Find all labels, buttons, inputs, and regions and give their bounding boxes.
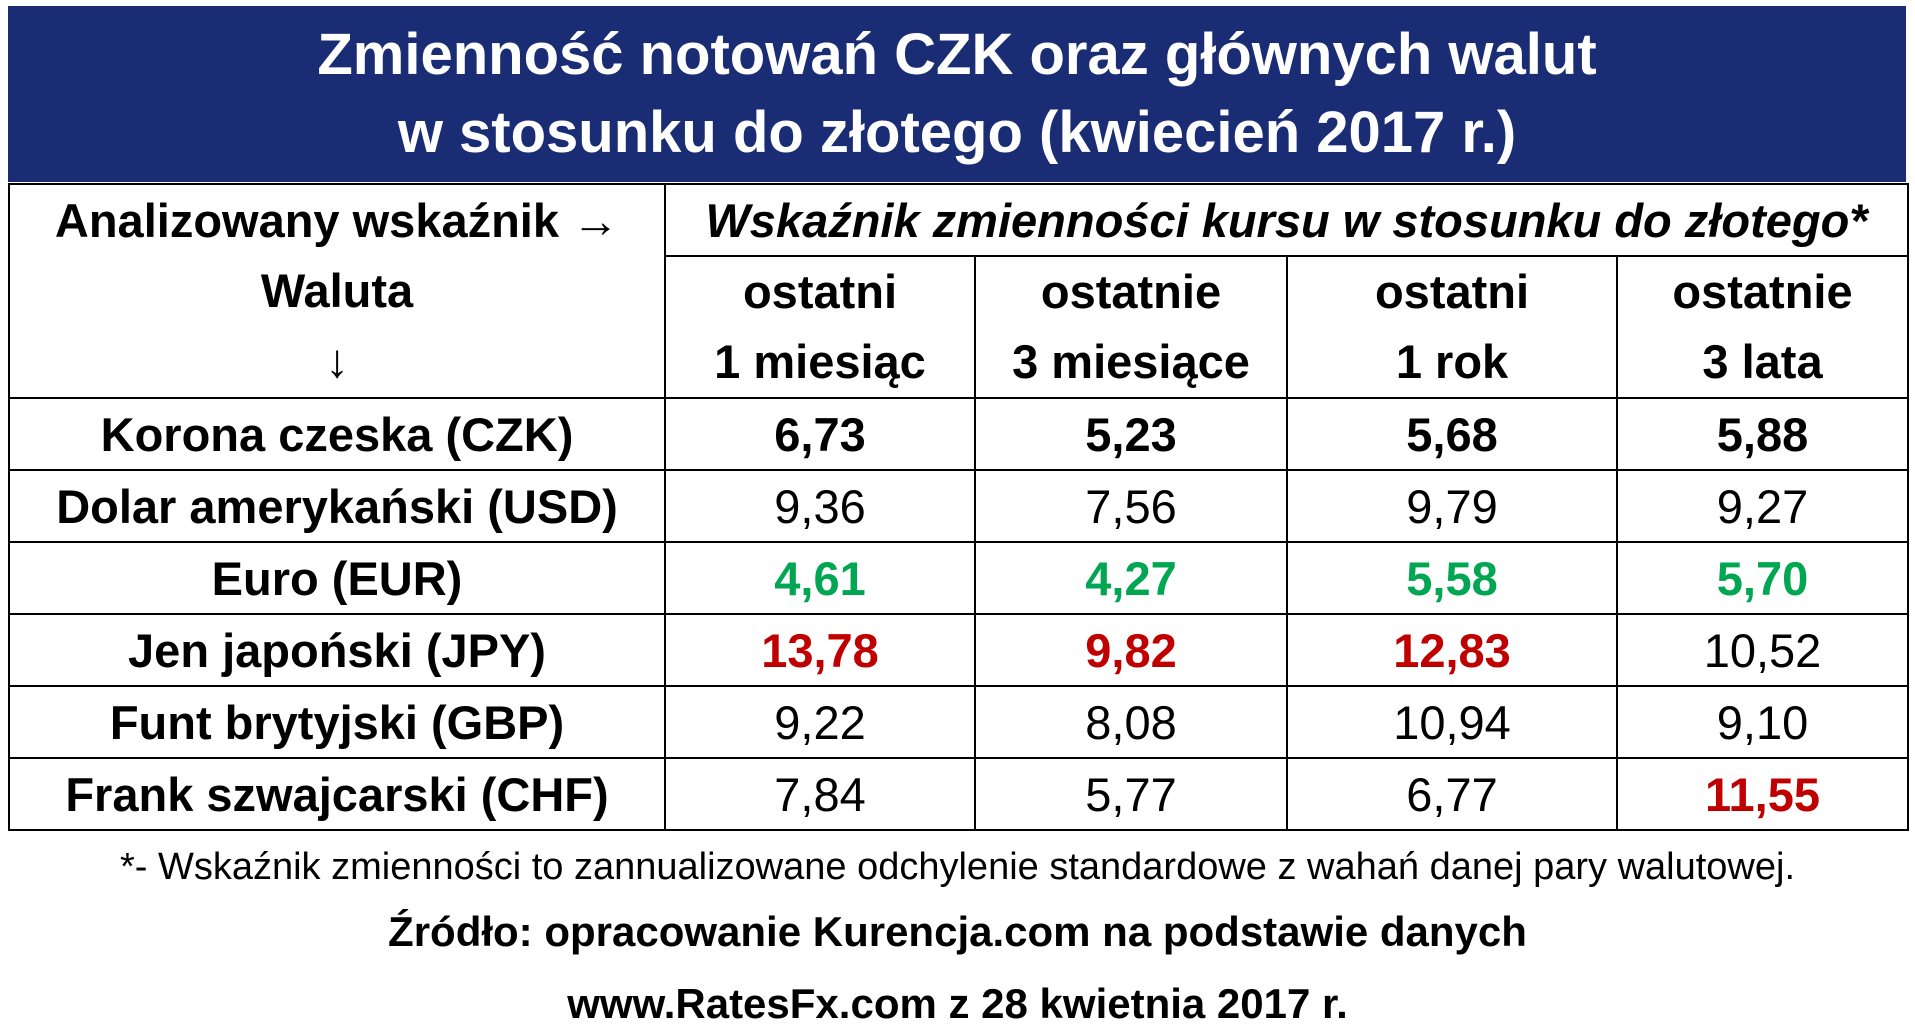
value-cell: 5,68 bbox=[1286, 397, 1618, 471]
value-cell: 5,58 bbox=[1286, 541, 1618, 615]
value-cell: 9,22 bbox=[664, 685, 976, 759]
currency-name-cell: Euro (EUR) bbox=[8, 541, 666, 615]
table-row: Funt brytyjski (GBP) 9,22 8,08 10,94 9,10 bbox=[8, 685, 1910, 759]
value-cell: 6,77 bbox=[1286, 757, 1618, 831]
value-cell: 5,77 bbox=[974, 757, 1288, 831]
value-cell: 5,88 bbox=[1615, 397, 1910, 471]
table-row: Jen japoński (JPY) 13,78 9,82 12,83 10,52 bbox=[8, 613, 1910, 687]
period-header-line-1: ostatni bbox=[742, 265, 898, 318]
table-row: Dolar amerykański (USD) 9,36 7,56 9,79 9,27 bbox=[8, 469, 1910, 543]
period-header-2: ostatnie 3 miesiące bbox=[974, 255, 1288, 399]
down-arrow-icon: ↓ bbox=[325, 334, 349, 387]
period-header-line-2: 3 miesiące bbox=[1012, 335, 1250, 388]
value-cell: 9,82 bbox=[974, 613, 1288, 687]
value-cell: 6,73 bbox=[664, 397, 976, 471]
value-cell: 7,56 bbox=[974, 469, 1288, 543]
title-banner: Zmienność notowań CZK oraz głównych walu… bbox=[8, 6, 1906, 182]
currency-name-cell: Korona czeska (CZK) bbox=[8, 397, 666, 471]
period-header-line-1: ostatnie bbox=[1672, 265, 1853, 318]
value-cell: 5,23 bbox=[974, 397, 1288, 471]
title-line-2: w stosunku do złotego (kwiecień 2017 r.) bbox=[397, 100, 1517, 165]
period-header-line-2: 1 miesiąc bbox=[714, 335, 926, 388]
period-header-line-1: ostatni bbox=[1374, 265, 1530, 318]
currency-name-cell: Dolar amerykański (USD) bbox=[8, 469, 666, 543]
value-cell: 10,52 bbox=[1615, 613, 1910, 687]
title-line-1: Zmienność notowań CZK oraz głównych walu… bbox=[317, 22, 1597, 87]
period-header-line-2: 3 lata bbox=[1702, 335, 1823, 388]
corner-currency-label: Waluta bbox=[260, 264, 414, 317]
period-header-line-2: 1 rok bbox=[1395, 335, 1509, 388]
value-cell: 9,10 bbox=[1615, 685, 1910, 759]
value-cell: 10,94 bbox=[1286, 685, 1618, 759]
period-header-4: ostatnie 3 lata bbox=[1615, 255, 1910, 399]
value-cell: 9,27 bbox=[1615, 469, 1910, 543]
value-cell: 12,83 bbox=[1286, 613, 1618, 687]
value-cell: 4,61 bbox=[664, 541, 976, 615]
value-cell: 11,55 bbox=[1615, 757, 1910, 831]
group-header: Wskaźnik zmienności kursu w stosunku do … bbox=[663, 183, 1910, 257]
value-cell: 9,79 bbox=[1286, 469, 1618, 543]
volatility-table: Analizowany wskaźnik → Waluta ↓ Wskaźnik… bbox=[8, 183, 1910, 831]
value-cell: 13,78 bbox=[664, 613, 976, 687]
footnote: *- Wskaźnik zmienności to zannualizowane… bbox=[119, 846, 1796, 888]
table-row: Euro (EUR) 4,61 4,27 5,58 5,70 bbox=[8, 541, 1910, 615]
table-row: Frank szwajcarski (CHF) 7,84 5,77 6,77 11,55 bbox=[8, 757, 1910, 831]
currency-name-cell: Frank szwajcarski (CHF) bbox=[8, 757, 666, 831]
corner-header-cell: Analizowany wskaźnik → Waluta ↓ bbox=[8, 183, 666, 399]
value-cell: 8,08 bbox=[974, 685, 1288, 759]
value-cell: 9,36 bbox=[664, 469, 976, 543]
currency-name-cell: Jen japoński (JPY) bbox=[8, 613, 666, 687]
value-cell: 7,84 bbox=[664, 757, 976, 831]
table-row: Korona czeska (CZK) 6,73 5,23 5,68 5,88 bbox=[8, 397, 1910, 471]
value-cell: 5,70 bbox=[1615, 541, 1910, 615]
source-line-2: www.RatesFx.com z 28 kwietnia 2017 r. bbox=[567, 980, 1348, 1027]
value-cell: 4,27 bbox=[974, 541, 1288, 615]
currency-name-cell: Funt brytyjski (GBP) bbox=[8, 685, 666, 759]
period-header-3: ostatni 1 rok bbox=[1286, 255, 1618, 399]
period-header-1: ostatni 1 miesiąc bbox=[664, 255, 976, 399]
corner-indicator-label: Analizowany wskaźnik → bbox=[54, 194, 620, 247]
period-header-line-1: ostatnie bbox=[1040, 265, 1222, 318]
source-line-1: Źródło: opracowanie Kurencja.com na pods… bbox=[388, 908, 1527, 955]
